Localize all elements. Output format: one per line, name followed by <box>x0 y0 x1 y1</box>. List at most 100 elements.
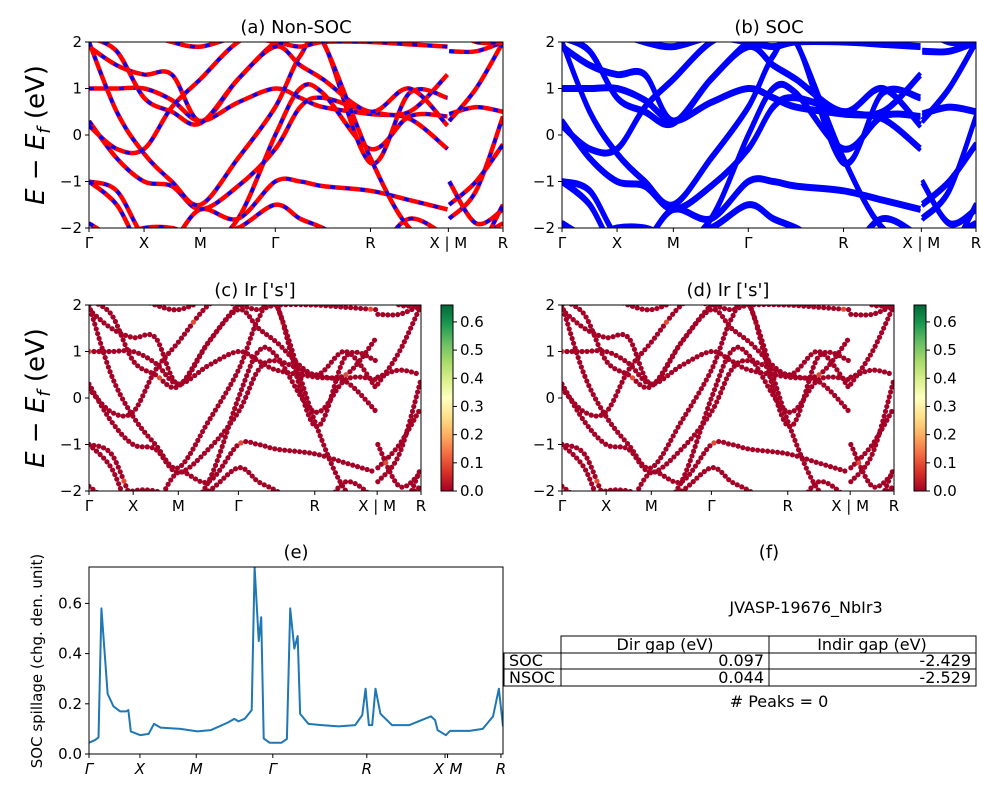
projected-band-point <box>242 377 248 383</box>
projected-band-point <box>412 399 418 405</box>
band-line-soc <box>562 42 884 228</box>
projected-band-point <box>683 475 689 481</box>
projected-band-point <box>884 417 890 423</box>
projected-band-point <box>743 486 749 491</box>
projected-band-point <box>342 487 348 491</box>
x-tick-label: M <box>645 497 658 515</box>
projected-band-point <box>241 399 247 405</box>
projected-band-point <box>96 348 102 355</box>
projected-band-point <box>635 354 641 360</box>
projected-band-point <box>122 400 128 406</box>
projected-band-point <box>689 453 695 459</box>
projected-band-point <box>187 323 194 329</box>
projected-band-point <box>255 367 261 373</box>
projected-band-point <box>115 387 121 393</box>
projected-band-point <box>666 315 673 321</box>
projected-band-point <box>804 355 811 361</box>
projected-band-point <box>873 305 880 309</box>
projected-band-point <box>301 385 307 392</box>
projected-band-point <box>148 375 154 381</box>
projected-band-point <box>744 358 751 364</box>
projected-band-point <box>219 463 226 469</box>
projected-band-point <box>591 332 597 338</box>
projected-band-point <box>627 337 633 343</box>
projected-band-point <box>865 447 871 453</box>
nsoc-dir-gap: 0.044 <box>718 668 764 687</box>
projected-band-point <box>220 394 226 400</box>
projected-band-point <box>353 305 359 311</box>
projected-band-point <box>718 390 724 396</box>
projected-band-point <box>314 423 320 429</box>
projected-band-point <box>595 400 601 406</box>
projected-band-point <box>851 377 857 383</box>
projected-band-point <box>759 351 765 358</box>
projected-band-point <box>562 311 568 318</box>
projected-band-point <box>726 306 733 313</box>
panel-b-frame <box>561 41 977 229</box>
projected-band-point <box>720 335 726 342</box>
y-tick-label: 0.0 <box>58 745 82 763</box>
projected-band-point <box>865 356 871 362</box>
projected-band-point <box>667 457 673 464</box>
projected-band-point <box>271 337 278 344</box>
projected-band-point <box>336 384 342 390</box>
projected-band-point <box>289 379 295 385</box>
projected-band-point <box>335 485 341 491</box>
projected-band-point <box>585 423 591 430</box>
projected-band-point <box>369 341 375 347</box>
projected-band-point <box>799 456 805 462</box>
band-line-soc <box>920 42 976 124</box>
projected-band-point <box>156 362 162 368</box>
x-tick-label: M <box>450 760 463 778</box>
projected-band-point <box>138 397 144 403</box>
projected-band-point <box>347 479 354 485</box>
projected-band-point <box>230 309 236 316</box>
projected-band-point <box>787 423 793 429</box>
projected-band-point <box>201 450 208 456</box>
projected-band-point <box>817 349 823 355</box>
projected-band-point <box>408 413 414 419</box>
projected-band-point <box>149 487 155 491</box>
x-tick-label: X <box>612 234 622 252</box>
projected-band-point <box>823 365 830 371</box>
projected-band-point <box>107 463 113 469</box>
projected-band-point <box>582 326 588 332</box>
projected-band-point <box>774 385 780 392</box>
projected-band-point <box>716 438 722 445</box>
colorbar-tick-label: 0.0 <box>460 482 484 500</box>
projected-band-point <box>142 429 148 435</box>
projected-band-point <box>266 346 273 352</box>
projected-band-point <box>734 482 740 488</box>
projected-band-point <box>288 305 294 308</box>
projected-band-point <box>864 460 871 466</box>
projected-band-point <box>812 483 819 489</box>
projected-band-point <box>739 358 746 364</box>
projected-band-point <box>837 466 843 473</box>
projected-band-point <box>308 409 315 415</box>
projected-band-point <box>848 441 854 448</box>
projected-band-point <box>382 472 388 478</box>
projected-band-point <box>695 434 701 440</box>
projected-band-point <box>100 305 106 310</box>
projected-band-point <box>392 478 398 484</box>
projected-band-point <box>111 378 117 384</box>
projected-band-point <box>103 411 110 417</box>
projected-band-point <box>739 484 745 490</box>
projected-band-point <box>364 371 370 377</box>
projected-band-point <box>580 310 586 316</box>
projected-band-point <box>789 452 795 458</box>
projected-band-point <box>877 483 883 489</box>
projected-band-point <box>660 323 667 329</box>
projected-band-point <box>212 358 218 365</box>
projected-band-point <box>416 384 421 390</box>
projected-band-point <box>784 451 791 457</box>
projected-band-point <box>110 314 116 320</box>
projected-band-point <box>694 475 700 481</box>
projected-band-point <box>199 366 206 372</box>
projected-band-point <box>759 338 765 344</box>
projected-band-point <box>842 379 848 385</box>
projected-band-point <box>273 353 280 359</box>
projected-band-point <box>690 479 696 485</box>
x-tick-label: Γ <box>85 760 95 778</box>
projected-band-point <box>392 356 398 362</box>
